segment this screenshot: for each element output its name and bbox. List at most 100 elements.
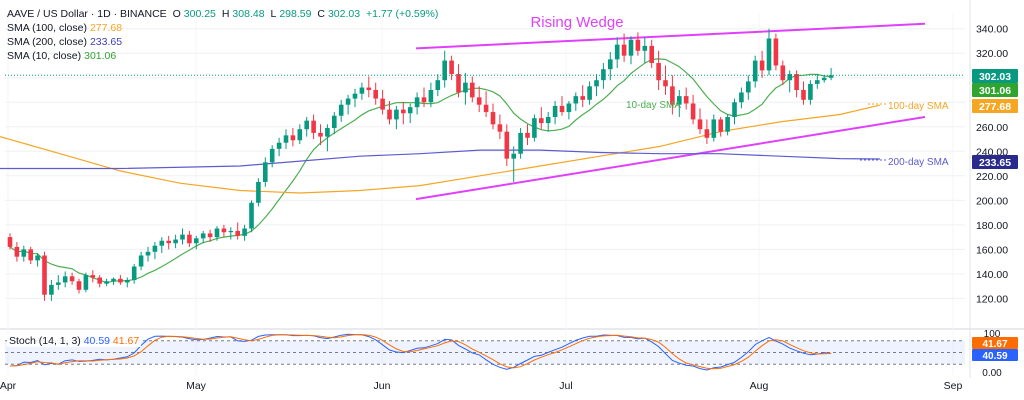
stoch-tick-label: 100 <box>984 329 1001 340</box>
candle-body <box>131 266 137 280</box>
price-tag <box>972 83 1018 97</box>
price-tag <box>972 155 1018 169</box>
grid-lines <box>0 0 1024 378</box>
sma200-legend[interactable]: SMA (200, close) 233.65 <box>7 36 125 49</box>
candle-body <box>269 148 275 163</box>
candle-body <box>159 240 165 246</box>
candle-body <box>69 276 75 282</box>
candle-body <box>366 87 372 90</box>
candle-body <box>532 118 537 138</box>
candle-body <box>476 97 482 105</box>
symbol-name: AAVE / US Dollar · 1D · BINANCE <box>7 8 167 20</box>
candle-body <box>345 98 351 105</box>
candle-body <box>435 80 441 90</box>
candle-body <box>504 131 510 159</box>
low-label: L <box>270 8 277 20</box>
high-value: 308.48 <box>232 8 265 20</box>
wedge-upper-line <box>415 22 926 50</box>
candle-body <box>614 44 620 60</box>
candle-body <box>711 119 717 138</box>
candle-body <box>338 104 344 116</box>
sma10-legend[interactable]: SMA (10, close) 301.06 <box>7 50 119 63</box>
y-tick-label: 140.00 <box>976 269 1008 281</box>
candle-body <box>111 278 116 282</box>
candle-body <box>766 38 772 71</box>
candle-body <box>235 230 240 236</box>
candle-body <box>242 228 247 236</box>
price-tag <box>972 99 1018 113</box>
candle-body <box>518 132 523 154</box>
candle-body <box>97 277 102 284</box>
candle-body <box>573 96 579 104</box>
candle-body <box>311 120 316 133</box>
candle-body <box>483 104 489 113</box>
sma10-value: 301.06 <box>84 50 117 62</box>
chart-title: Rising Wedge <box>530 14 623 31</box>
candle-body <box>815 80 820 84</box>
stoch-tag-text: 40.59 <box>982 351 1007 362</box>
price-tag-text: 302.03 <box>979 71 1011 83</box>
stoch-k-value: 40.59 <box>83 335 110 347</box>
x-tick-label: May <box>186 380 207 392</box>
candle-body <box>421 97 427 103</box>
symbol-header: AAVE / US Dollar · 1D · BINANCE O 300.25 … <box>7 8 441 21</box>
candle-body <box>332 115 337 128</box>
candle-body <box>649 45 654 64</box>
wedge-lower-line <box>415 115 926 201</box>
candle-body <box>138 255 144 267</box>
x-tick-label: Jun <box>374 380 391 392</box>
candle-body <box>7 237 13 247</box>
candle-body <box>352 93 358 99</box>
candle-body <box>656 63 661 81</box>
candle-body <box>359 87 365 94</box>
candle-body <box>808 83 813 100</box>
stoch-k-line <box>9 333 832 371</box>
y-tick-label: 340.00 <box>976 24 1008 36</box>
y-tick-label: 180.00 <box>976 220 1008 232</box>
sma100-label: SMA (100, close) <box>7 22 87 34</box>
sma200-label: SMA (200, close) <box>7 36 87 48</box>
candle-body <box>690 103 696 120</box>
y-tick-label: 220.00 <box>976 171 1008 183</box>
rising-wedge-lines: Rising Wedge <box>415 14 926 201</box>
price-tag <box>972 69 1018 83</box>
sma100-legend[interactable]: SMA (100, close) 277.68 <box>7 22 125 35</box>
open-label: O <box>172 8 181 20</box>
candle-body <box>490 112 496 125</box>
candle-body <box>718 119 723 132</box>
candle-body <box>663 80 668 87</box>
candle-body <box>62 276 68 283</box>
candle-body <box>187 234 192 244</box>
x-axis: Apr May Jun Jul Aug Sep <box>0 380 962 392</box>
change-value: +1.77 (+0.59%) <box>366 8 439 20</box>
candle-body <box>801 90 806 100</box>
price-tag-text: 301.06 <box>979 85 1011 97</box>
candle-body <box>828 75 834 78</box>
candle-body <box>780 65 786 81</box>
x-tick-label: Sep <box>944 380 963 392</box>
candle-body <box>794 74 799 90</box>
candle-body <box>725 116 730 132</box>
sma10-label: SMA (10, close) <box>7 50 82 62</box>
close-label: C <box>317 8 325 20</box>
candle-body <box>746 81 751 93</box>
candle-body <box>739 92 744 103</box>
candles[interactable] <box>7 28 834 301</box>
candle-body <box>83 275 89 290</box>
candle-body <box>552 105 558 117</box>
stoch-d-line <box>9 334 832 370</box>
annotations: 10-day SMA 100-day SMA 200-day SMA <box>5 74 965 168</box>
candle-body <box>456 74 461 93</box>
stoch-d-value: 41.67 <box>112 335 140 347</box>
candle-body <box>125 280 130 283</box>
candle-body <box>401 109 406 114</box>
candle-body <box>228 230 234 233</box>
candle-body <box>221 228 227 233</box>
candle-body <box>263 162 268 182</box>
candle-body <box>14 246 20 257</box>
stoch-legend[interactable]: Stoch (14, 1, 3) 40.59 41.67 <box>7 335 142 347</box>
candle-body <box>49 284 54 295</box>
x-tick-label: Aug <box>750 380 769 392</box>
